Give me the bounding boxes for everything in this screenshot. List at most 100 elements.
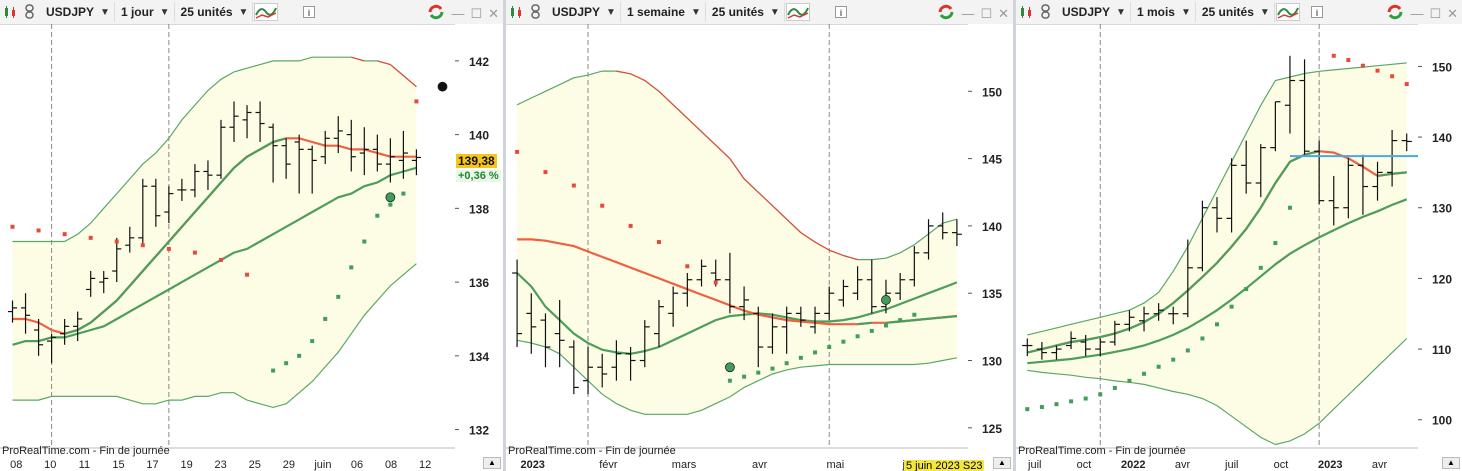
bollinger-lower-line (516, 339, 958, 415)
maximize-icon[interactable]: ☐ (470, 5, 483, 21)
chevron-down-icon: ▼ (238, 6, 249, 18)
bollinger-lower-line (12, 263, 417, 409)
x-tick-label: 08 (10, 459, 22, 471)
svg-text:i: i (308, 8, 311, 18)
moving-average-fast-segment (914, 317, 929, 322)
parabolic-sar-point (1025, 407, 1030, 412)
period-selector[interactable]: 1 jour ▼ (117, 2, 175, 22)
moving-average-fast-segment (942, 314, 958, 319)
y-tick-label: 100 (1432, 414, 1452, 428)
parabolic-sar-point (1054, 402, 1059, 407)
panel-separator[interactable] (503, 0, 506, 471)
parabolic-sar-point (1039, 405, 1044, 410)
x-tick-label: juil (1224, 459, 1238, 471)
parabolic-sar-point (284, 361, 289, 366)
price-axis (1418, 24, 1462, 470)
parabolic-sar-point (88, 235, 93, 240)
svg-text:i: i (840, 8, 843, 18)
moving-average-fast-segment (141, 255, 157, 272)
panel-toolbar: USDJPY ▼ 1 mois ▼ 25 unités ▼ i — ☐ ✕ (1016, 0, 1462, 25)
parabolic-sar-point (271, 368, 276, 373)
scroll-right-button[interactable]: ▲ (483, 457, 501, 469)
link-icon[interactable] (20, 3, 40, 21)
indicators-icon[interactable] (1275, 3, 1301, 21)
y-tick-label: 140 (1432, 131, 1452, 145)
symbol-selector[interactable]: USDJPY ▼ (42, 2, 115, 22)
close-icon[interactable]: ✕ (998, 5, 1009, 21)
period-selector[interactable]: 1 mois ▼ (1133, 2, 1196, 22)
x-tick-label: 06 (351, 459, 363, 471)
maximize-icon[interactable]: ☐ (1429, 5, 1442, 21)
indicators-icon[interactable] (785, 3, 811, 21)
symbol-selector[interactable]: USDJPY ▼ (1058, 2, 1131, 22)
close-icon[interactable]: ✕ (1447, 5, 1458, 21)
indicators-icon[interactable] (253, 3, 279, 21)
bollinger-upper-segment (743, 178, 759, 193)
moving-average-fast-segment (1085, 335, 1101, 341)
panel-separator[interactable] (1013, 0, 1016, 471)
moving-average-fast (517, 238, 958, 326)
candlestick-icon[interactable] (506, 3, 526, 21)
chevron-down-icon: ▼ (1180, 6, 1191, 18)
period-selector[interactable]: 1 semaine ▼ (623, 2, 706, 22)
x-tick-label: avr (1372, 459, 1388, 471)
bollinger-upper-segment (772, 205, 788, 220)
source-note: ProRealTime.com - Fin de journée (1018, 445, 1186, 457)
scroll-right-button[interactable]: ▲ (1442, 457, 1460, 469)
period-label: 1 mois (1136, 5, 1175, 19)
units-selector[interactable]: 25 unités ▼ (177, 2, 254, 22)
parabolic-sar-point (1331, 53, 1336, 58)
units-selector[interactable]: 25 unités ▼ (708, 2, 785, 22)
source-note: ProRealTime.com - Fin de journée (508, 445, 676, 457)
parabolic-sar-point (855, 334, 860, 339)
parabolic-sar-point (1273, 241, 1278, 246)
units-selector[interactable]: 25 unités ▼ (1198, 2, 1275, 22)
symbol-selector[interactable]: USDJPY ▼ (548, 2, 621, 22)
candlestick-icon[interactable] (0, 3, 20, 21)
info-icon[interactable]: i (1307, 3, 1327, 21)
parabolic-sar-point (310, 339, 315, 344)
info-icon[interactable]: i (299, 3, 319, 21)
moving-average-fast-segment (128, 270, 144, 287)
maximize-icon[interactable]: ☐ (980, 5, 993, 21)
minimize-icon[interactable]: — (451, 6, 465, 21)
x-tick-label: juin (313, 459, 331, 471)
parabolic-sar-point (628, 223, 633, 228)
minimize-icon[interactable]: — (961, 6, 975, 21)
change-percent-tag: +0,36 % (456, 170, 501, 182)
info-icon[interactable]: i (831, 3, 851, 21)
x-tick-label: 29 (283, 459, 295, 471)
refresh-icon[interactable] (427, 3, 445, 24)
moving-average-fast-segment (857, 321, 872, 326)
candlestick-icon[interactable] (1016, 3, 1036, 21)
moving-average-fast-segment (194, 196, 209, 213)
bollinger-upper-segment (814, 241, 830, 251)
panel-toolbar: USDJPY ▼ 1 jour ▼ 25 unités ▼ i — ☐ ✕ (0, 0, 503, 25)
moving-average-fast-segment (103, 299, 118, 313)
x-tick-label: 15 (112, 459, 124, 471)
bollinger-upper-segment (786, 218, 802, 234)
link-icon[interactable] (1036, 3, 1056, 21)
link-icon[interactable] (526, 3, 546, 21)
x-tick-label: avr (752, 459, 768, 471)
bollinger-upper-segment (701, 131, 717, 146)
chevron-down-icon: ▼ (690, 6, 701, 18)
parabolic-sar-point (770, 366, 775, 371)
bollinger-upper-segment (843, 254, 858, 261)
parabolic-sar-point (1171, 357, 1176, 362)
bollinger-upper-line (1027, 62, 1407, 336)
moving-average-fast-segment (1143, 312, 1160, 324)
close-icon[interactable]: ✕ (488, 5, 499, 21)
parabolic-sar-point (685, 264, 690, 269)
refresh-icon[interactable] (937, 3, 955, 24)
y-tick-label: 138 (469, 202, 489, 216)
parabolic-sar-point (1375, 68, 1380, 73)
bollinger-upper-segment (644, 80, 660, 92)
minimize-icon[interactable]: — (1410, 6, 1424, 21)
bollinger-upper-segment (829, 249, 844, 257)
parabolic-sar-point (1287, 205, 1292, 210)
scroll-right-button[interactable]: ▲ (993, 457, 1011, 469)
refresh-icon[interactable] (1386, 3, 1404, 24)
parabolic-sar-point (114, 239, 119, 244)
moving-average-fast-segment (155, 240, 170, 258)
